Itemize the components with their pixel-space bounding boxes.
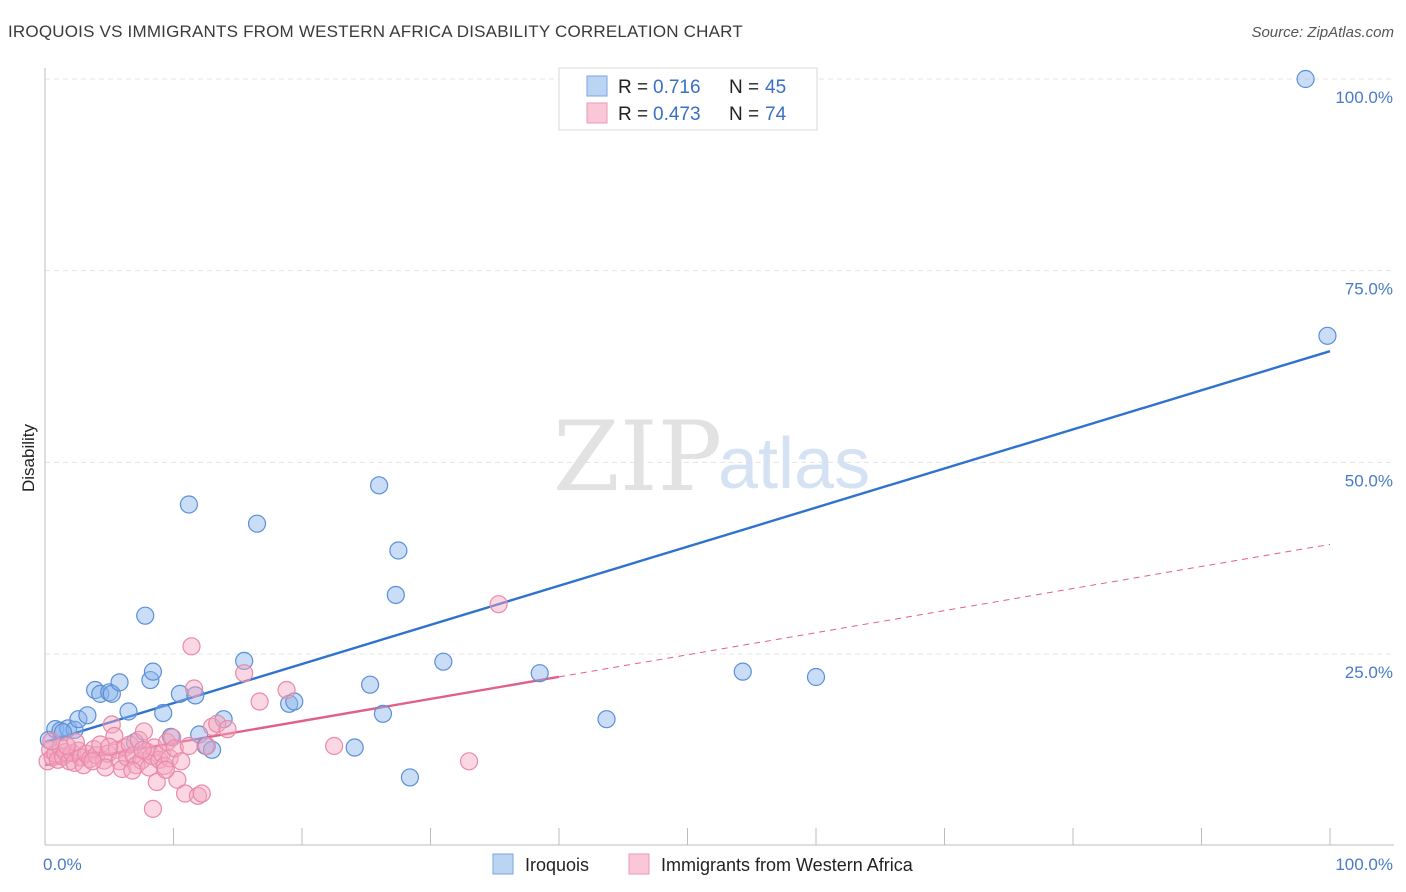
trend-line-0 (44, 350, 1331, 744)
legend-swatch-western-africa (586, 102, 608, 124)
point-1-54 (197, 736, 217, 756)
point-1-46 (168, 770, 187, 789)
legend-n-value-2: 74 (765, 104, 787, 125)
point-0-39 (597, 710, 616, 729)
point-0-42 (1296, 69, 1315, 89)
point-0-5 (69, 710, 88, 729)
y-axis-label: Disability (19, 423, 38, 492)
bottom-legend-swatch-iroquois (492, 853, 514, 875)
point-1-62 (459, 752, 479, 771)
trend-line-1-dashed (558, 543, 1331, 678)
x-tick-label-0: 0.0% (43, 855, 82, 874)
point-1-61 (325, 736, 344, 756)
axes (44, 68, 1394, 846)
y-tick-label-3: 100.0% (1335, 88, 1393, 107)
point-0-21 (186, 686, 205, 705)
watermark-zip: ZIP (553, 401, 722, 513)
point-1-38 (147, 772, 166, 792)
point-1-56 (208, 714, 227, 733)
series-1-points (38, 595, 508, 818)
point-1-49 (179, 736, 199, 756)
legend-n-label-2: N = (729, 104, 759, 125)
point-0-11 (110, 673, 129, 692)
y-tick-label-2: 75.0% (1345, 280, 1393, 299)
x-tick-labels: 0.0% 100.0% (43, 855, 1393, 874)
bottom-legend-western-africa: Immigrants from Western Africa (661, 855, 914, 875)
point-1-64 (143, 799, 163, 818)
point-0-35 (389, 541, 408, 560)
legend-r-value-1: 0.716 (653, 77, 701, 98)
trend-line-1-solid (44, 675, 560, 767)
series-legend: Iroquois Immigrants from Western Africa (492, 853, 914, 875)
point-1-22 (105, 726, 124, 746)
point-0-38 (530, 664, 549, 683)
legend-r-label-1: R = (618, 77, 648, 98)
y-tick-label-1: 50.0% (1345, 471, 1393, 490)
legend-n-value-1: 45 (765, 77, 786, 98)
y-tick-label-0: 25.0% (1345, 663, 1393, 682)
point-0-19 (170, 684, 190, 703)
legend-r-label-2: R = (618, 104, 648, 125)
point-1-50 (182, 637, 201, 656)
legend-r-value-2: 0.473 (653, 104, 701, 125)
point-1-21 (102, 715, 121, 734)
point-1-47 (172, 752, 191, 771)
point-1-59 (250, 692, 269, 711)
point-1-57 (218, 720, 237, 739)
y-tick-labels: 25.0% 50.0% 75.0% 100.0% (1335, 88, 1393, 682)
point-1-33 (134, 722, 154, 741)
point-0-36 (400, 768, 420, 787)
point-0-20 (179, 495, 199, 514)
point-0-41 (806, 667, 826, 687)
point-0-32 (370, 476, 389, 495)
point-1-69 (42, 732, 61, 751)
point-0-37 (434, 652, 453, 671)
bottom-legend-swatch-western-africa (628, 853, 650, 875)
point-1-67 (123, 761, 142, 780)
point-1-63 (489, 595, 508, 614)
point-1-70 (57, 736, 76, 756)
point-1-68 (156, 760, 175, 779)
chart-title: IROQUOIS VS IMMIGRANTS FROM WESTERN AFRI… (8, 22, 743, 41)
point-0-14 (136, 606, 155, 625)
point-1-51 (184, 679, 204, 698)
bottom-legend-iroquois: Iroquois (525, 855, 589, 875)
point-1-43 (160, 749, 179, 768)
point-1-65 (66, 733, 85, 752)
point-0-17 (154, 703, 173, 723)
point-1-72 (100, 737, 119, 756)
trend-lines (44, 350, 1331, 767)
point-1-73 (133, 740, 152, 759)
stats-legend: R = 0.716 N = 45 R = 0.473 N = 74 (558, 67, 818, 131)
point-0-34 (386, 585, 405, 605)
x-tick-label-1: 100.0% (1335, 855, 1393, 874)
legend-n-label-1: N = (729, 77, 759, 98)
watermark: ZIP atlas (553, 401, 870, 513)
point-0-12 (119, 702, 138, 721)
point-1-55 (202, 717, 222, 736)
point-0-31 (361, 675, 380, 694)
watermark-atlas: atlas (718, 424, 870, 504)
point-0-30 (345, 738, 364, 757)
point-0-26 (247, 514, 267, 533)
point-0-16 (143, 662, 163, 681)
data-points (38, 69, 1337, 818)
source-label: Source: ZipAtlas.com (1251, 24, 1394, 41)
point-0-33 (373, 704, 393, 723)
point-1-71 (83, 752, 102, 771)
legend-swatch-iroquois (586, 75, 608, 97)
point-1-53 (192, 784, 211, 803)
point-0-40 (733, 662, 752, 681)
point-1-60 (277, 680, 296, 700)
point-0-6 (78, 706, 97, 725)
point-1-44 (163, 728, 182, 747)
point-0-43 (1318, 326, 1337, 345)
point-1-58 (235, 664, 254, 683)
